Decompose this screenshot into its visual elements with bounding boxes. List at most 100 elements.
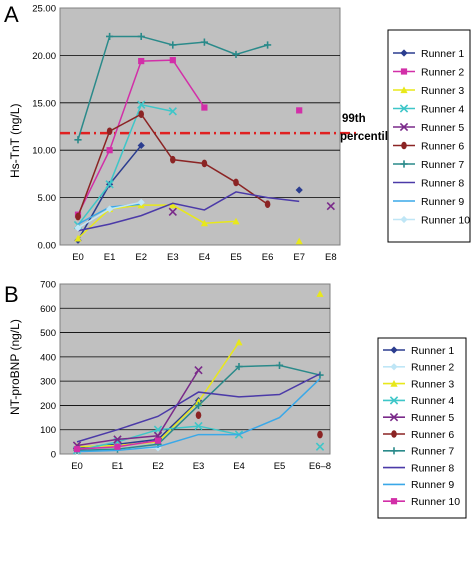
data-point: [232, 50, 240, 59]
series-runner-8: [77, 191, 300, 232]
data-point: [169, 201, 177, 209]
data-point: [137, 100, 146, 109]
y-tick-label: 15.00: [32, 98, 56, 109]
panel-a-y-axis-label: Hs-TnT (ng/L): [8, 104, 22, 178]
data-point: [138, 57, 145, 65]
x-tick-label: E2: [135, 252, 147, 263]
data-point: [295, 237, 303, 245]
legend-entry: Runner 1: [383, 345, 454, 357]
x-tick-label: E0: [72, 252, 84, 263]
data-point: [137, 32, 145, 41]
legend-label: Runner 7: [411, 446, 454, 458]
legend-label: Runner 6: [421, 140, 464, 152]
data-point: [201, 104, 208, 111]
x-tick-label: E4: [199, 252, 211, 263]
legend-marker: [390, 447, 398, 455]
data-point: [106, 127, 113, 136]
x-tick-label: E6: [262, 252, 274, 263]
legend-entry: Runner 5: [383, 412, 454, 424]
legend-entry: Runner 6: [383, 429, 454, 441]
legend-marker: [390, 363, 398, 371]
panel-a-series: [73, 32, 335, 245]
legend-entry: Runner 1: [393, 48, 464, 60]
legend-label: Runner 3: [411, 378, 454, 390]
panel-b-x-tick-labels: E0 E1 E2 E3 E4 E5 E6–8: [71, 461, 331, 472]
series-runner-5: [168, 201, 335, 216]
data-point: [73, 446, 81, 453]
series-runner-9: [76, 378, 321, 453]
y-tick-label: 0.00: [38, 241, 57, 252]
panel-a-reference-label-line2: percentile: [340, 131, 394, 143]
legend-marker: [389, 396, 399, 405]
data-point: [235, 362, 243, 371]
data-point: [232, 217, 240, 225]
legend-entry: Runner 9: [383, 479, 454, 491]
legend-entry: Runner 10: [383, 496, 460, 508]
legend-marker: [400, 215, 408, 224]
legend-marker: [401, 141, 407, 150]
y-tick-label: 100: [40, 425, 56, 436]
y-tick-label: 500: [40, 328, 56, 339]
data-point: [170, 155, 176, 164]
legend-entry: Runner 7: [393, 159, 464, 171]
legend-label: Runner 4: [421, 103, 464, 115]
data-point: [75, 212, 81, 221]
y-tick-label: 5.00: [38, 193, 57, 204]
x-tick-label: E7: [293, 252, 305, 263]
x-tick-label: E0: [71, 461, 83, 472]
legend-entry: Runner 8: [383, 462, 454, 474]
series-line: [76, 378, 321, 453]
data-point: [194, 421, 203, 431]
legend-entry: Runner 6: [393, 140, 464, 152]
series-runner-6: [75, 110, 271, 221]
data-point: [194, 401, 203, 410]
series-runner-10: [74, 198, 145, 232]
panel-a-letter: A: [4, 2, 19, 27]
legend-entry: Runner 7: [383, 446, 454, 458]
legend-marker: [400, 68, 408, 75]
x-tick-label: E1: [112, 461, 124, 472]
data-point: [326, 201, 335, 211]
legend-entry: Runner 5: [393, 122, 464, 134]
y-tick-label: 600: [40, 304, 56, 315]
series-runner-8: [76, 373, 321, 443]
data-point: [235, 338, 243, 346]
legend-marker: [400, 49, 408, 57]
y-tick-label: 300: [40, 377, 56, 388]
legend-label: Runner 2: [421, 66, 464, 78]
data-point: [137, 141, 145, 150]
data-point: [264, 200, 271, 209]
legend-label: Runner 10: [421, 214, 470, 226]
x-tick-label: E2: [152, 461, 164, 472]
x-tick-label: E3: [167, 252, 179, 263]
legend-entry: Runner 3: [393, 85, 464, 97]
legend-entry: Runner 4: [383, 395, 454, 407]
legend-entry: Runner 4: [393, 103, 464, 115]
data-point: [74, 136, 82, 144]
legend-marker: [399, 122, 409, 132]
panel-a-x-tick-labels: E0 E1 E2 E3 E4 E5 E6 E7 E8: [72, 252, 336, 263]
x-tick-label: E5: [274, 461, 286, 472]
panel-a-legend: [387, 29, 471, 243]
legend-label: Runner 5: [411, 412, 454, 424]
panel-b-y-tick-labels: 0 100 200 300 400 500 600 700: [40, 280, 56, 461]
y-tick-label: 10.00: [32, 146, 56, 157]
series-runner-5: [72, 366, 203, 450]
legend-entry: Runner 9: [393, 196, 464, 208]
x-tick-label: E1: [104, 252, 116, 263]
panel-b: B 0 100 200 300 400 500 600 700 E0 E1 E2 E3 E4 E5 E6–…: [4, 280, 467, 519]
panel-b-legend-entries: Runner 1 Runner 2 Runner 3 Runner 4 Runner 5…: [383, 345, 460, 508]
legend-label: Runner 1: [421, 48, 464, 60]
legend-label: Runner 9: [411, 479, 454, 491]
y-tick-label: 0: [51, 450, 56, 461]
data-point: [169, 41, 177, 49]
x-tick-label: E3: [193, 461, 205, 472]
data-point: [114, 443, 121, 450]
legend-label: Runner 8: [421, 177, 464, 189]
data-point: [74, 234, 82, 242]
series-line: [77, 191, 300, 232]
panel-b-series: [72, 290, 325, 456]
x-tick-label: E6–8: [309, 461, 331, 472]
data-point: [168, 107, 177, 116]
legend-label: Runner 4: [411, 395, 454, 407]
